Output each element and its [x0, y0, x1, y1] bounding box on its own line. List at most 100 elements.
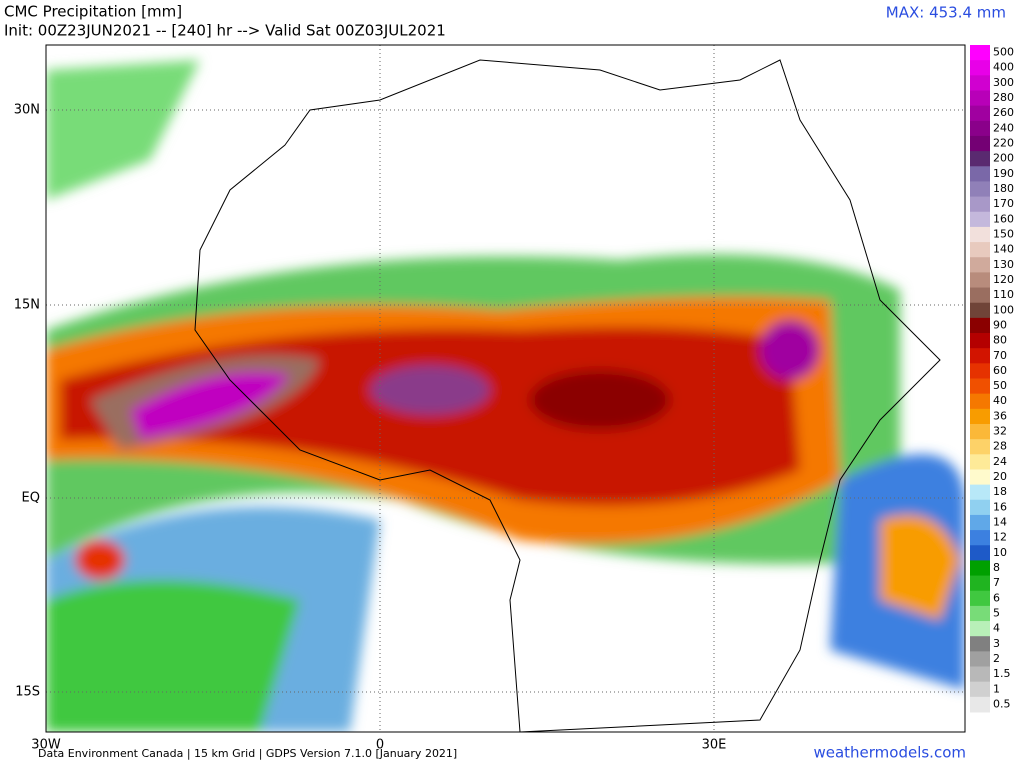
- legend-label: 280: [993, 91, 1014, 104]
- legend-swatch: [970, 681, 990, 698]
- lat-label: 15N: [14, 298, 40, 313]
- legend-label: 16: [993, 500, 1007, 513]
- legend-swatch: [970, 651, 990, 668]
- legend-label: 7: [993, 576, 1000, 589]
- legend-swatch: [970, 257, 990, 273]
- legend-swatch: [970, 378, 990, 395]
- legend-label: 140: [993, 243, 1014, 256]
- legend-swatch: [970, 499, 990, 516]
- legend-swatch: [970, 560, 990, 577]
- legend-label: 4: [993, 622, 1000, 635]
- legend-label: 260: [993, 106, 1014, 119]
- legend-swatch: [970, 636, 990, 652]
- legend-label: 32: [993, 425, 1007, 438]
- legend-swatch: [970, 211, 990, 228]
- legend-swatch: [970, 484, 990, 501]
- legend-label: 80: [993, 334, 1007, 347]
- lat-label: EQ: [22, 491, 40, 506]
- legend-swatch: [970, 75, 990, 91]
- legend-label: 150: [993, 227, 1014, 240]
- legend-label: 70: [993, 349, 1007, 362]
- legend-label: 14: [993, 516, 1007, 529]
- legend-swatch: [970, 181, 990, 198]
- legend-swatch: [970, 408, 990, 425]
- legend-label: 190: [993, 167, 1014, 180]
- legend-label: 0.5: [993, 697, 1011, 710]
- subtitle: Init: 00Z23JUN2021 -- [240] hr --> Valid…: [4, 22, 446, 40]
- legend-swatch: [970, 302, 990, 319]
- legend-swatch: [970, 696, 990, 713]
- legend-label: 170: [993, 197, 1014, 210]
- legend-label: 36: [993, 409, 1007, 422]
- lon-label: 30E: [702, 738, 727, 753]
- legend-swatch: [970, 545, 990, 561]
- lat-label: 15S: [15, 685, 40, 700]
- legend-swatch: [970, 166, 990, 182]
- legend-label: 18: [993, 485, 1007, 498]
- legend-label: 130: [993, 258, 1014, 271]
- legend-swatch: [970, 317, 990, 334]
- legend-swatch: [970, 287, 990, 304]
- legend-label: 12: [993, 531, 1007, 544]
- legend-label: 5: [993, 606, 1000, 619]
- legend-label: 110: [993, 288, 1014, 301]
- legend-swatch: [970, 454, 990, 470]
- legend-swatch: [970, 575, 990, 592]
- legend-label: 24: [993, 455, 1007, 468]
- credits: Data Environment Canada | 15 km Grid | G…: [38, 747, 457, 760]
- legend-swatch: [970, 393, 990, 410]
- legend-swatch: [970, 666, 990, 683]
- legend-label: 300: [993, 76, 1014, 89]
- legend-swatch: [970, 135, 990, 152]
- lon-label: 30W: [31, 738, 61, 753]
- legend-label: 220: [993, 137, 1014, 150]
- legend-swatch: [970, 590, 990, 607]
- legend-label: 1: [993, 682, 1000, 695]
- legend-swatch: [970, 423, 990, 440]
- legend-swatch: [970, 439, 990, 455]
- legend-label: 180: [993, 182, 1014, 195]
- legend-swatch: [970, 120, 990, 137]
- legend-label: 60: [993, 364, 1007, 377]
- legend-swatch: [970, 90, 990, 107]
- lat-label: 30N: [14, 103, 40, 118]
- legend-swatch: [970, 469, 990, 486]
- legend-label: 28: [993, 440, 1007, 453]
- legend-swatch: [970, 605, 990, 622]
- precip-field: [46, 45, 965, 732]
- legend-swatch: [970, 45, 990, 61]
- legend-label: 1.5: [993, 667, 1011, 680]
- legend-label: 200: [993, 152, 1014, 165]
- legend-label: 240: [993, 121, 1014, 134]
- legend-label: 6: [993, 591, 1000, 604]
- legend-swatch: [970, 530, 990, 546]
- legend-swatch: [970, 242, 990, 258]
- legend-label: 40: [993, 394, 1007, 407]
- legend-swatch: [970, 333, 990, 349]
- legend-label: 500: [993, 46, 1014, 59]
- legend-swatch: [970, 348, 990, 364]
- legend-swatch: [970, 514, 990, 531]
- legend-label: 120: [993, 273, 1014, 286]
- legend-label: 50: [993, 379, 1007, 392]
- legend-label: 2: [993, 652, 1000, 665]
- legend-label: 100: [993, 303, 1014, 316]
- legend-label: 3: [993, 637, 1000, 650]
- legend-label: 10: [993, 546, 1007, 559]
- legend-label: 400: [993, 61, 1014, 74]
- legend-swatch: [970, 226, 990, 243]
- legend-swatch: [970, 363, 990, 379]
- legend-swatch: [970, 105, 990, 122]
- legend-label: 8: [993, 561, 1000, 574]
- legend-swatch: [970, 196, 990, 213]
- legend-label: 20: [993, 470, 1007, 483]
- legend-swatch: [970, 60, 990, 76]
- site-name: weathermodels.com: [813, 744, 966, 762]
- map-frame: [45, 44, 966, 733]
- title: CMC Precipitation [mm]: [4, 3, 182, 21]
- max-label: MAX: 453.4 mm: [886, 4, 1006, 22]
- legend-swatch: [970, 151, 990, 167]
- lon-label: 0: [376, 738, 384, 753]
- legend-swatch: [970, 272, 990, 289]
